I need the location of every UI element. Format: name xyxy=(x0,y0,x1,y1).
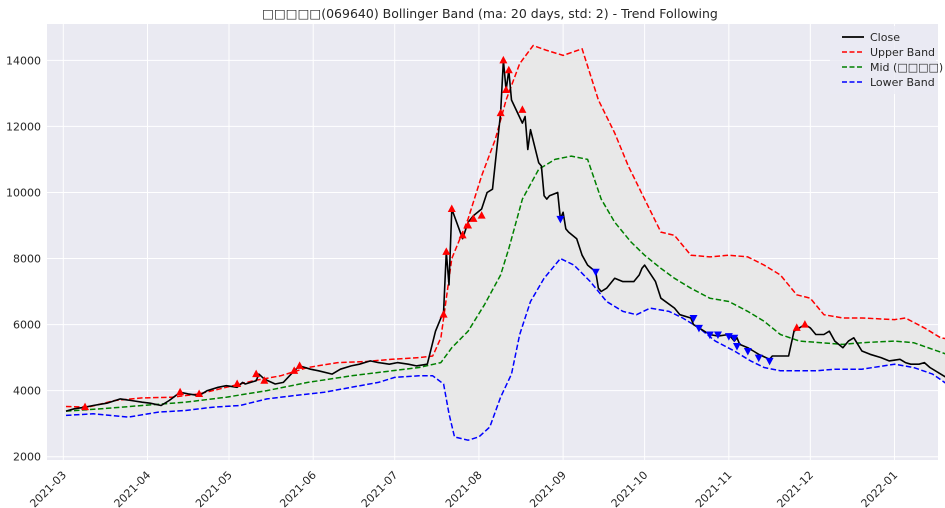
legend-label-lower: Lower Band xyxy=(870,76,935,89)
legend-label-upper: Upper Band xyxy=(870,46,935,59)
y-tick-label: 2000 xyxy=(13,451,41,464)
buy-signal-marker xyxy=(518,105,527,113)
buy-signal-marker xyxy=(447,204,456,212)
y-tick-label: 8000 xyxy=(13,253,41,266)
y-tick-label: 12000 xyxy=(6,120,41,133)
y-tick-label: 6000 xyxy=(13,319,41,332)
sell-signal-marker xyxy=(754,354,763,363)
buy-signal-marker xyxy=(176,387,185,396)
buy-signal-marker xyxy=(792,323,801,331)
legend-label-mid: Mid (□□□□) xyxy=(870,61,943,74)
series-line-lower xyxy=(65,257,945,441)
legend-items: Close Upper Band Mid (□□□□) Lower Band xyxy=(842,31,943,89)
sell-signal-marker xyxy=(689,314,698,323)
sell-signal-marker xyxy=(591,268,600,277)
buy-signal-marker xyxy=(290,366,299,374)
buy-signal-marker xyxy=(442,247,451,255)
buy-signal-marker xyxy=(252,369,261,378)
buy-signal-marker xyxy=(496,108,505,117)
bollinger-band-fill xyxy=(66,45,945,441)
sell-signal-marker xyxy=(713,331,722,339)
buy-signal-marker xyxy=(469,214,478,222)
sell-signal-marker xyxy=(732,343,741,351)
buy-signal-marker xyxy=(233,379,242,388)
series-line-close xyxy=(65,59,945,412)
buy-signal-marker xyxy=(504,65,513,74)
series-line-mid xyxy=(65,155,945,412)
buy-signal-marker xyxy=(800,320,809,328)
sell-signal-marker xyxy=(694,324,703,333)
buy-signal-marker xyxy=(499,55,508,64)
buy-signal-marker xyxy=(477,211,486,219)
band-layer xyxy=(66,45,945,441)
y-tick-label: 14000 xyxy=(6,54,41,67)
legend: Close Upper Band Mid (□□□□) Lower Band xyxy=(830,26,943,94)
y-tick-labels: 2000 4000 6000 8000 10000 12000 14000 xyxy=(6,54,41,463)
y-tick-label: 10000 xyxy=(6,186,41,199)
sell-signal-marker xyxy=(730,334,739,343)
buy-signal-marker xyxy=(195,389,204,397)
chart-title: □□□□□(069640) Bollinger Band (ma: 20 day… xyxy=(262,6,718,21)
sell-signal-marker xyxy=(765,357,774,366)
legend-label-close: Close xyxy=(870,31,900,44)
buy-signal-marker xyxy=(295,361,304,369)
sell-signal-marker xyxy=(556,215,565,224)
buy-signal-marker xyxy=(81,402,90,411)
buy-signal-marker xyxy=(439,310,448,318)
buy-signal-marker xyxy=(502,85,511,94)
series-layer xyxy=(65,44,945,441)
sell-signal-marker xyxy=(705,331,714,339)
marker-layer xyxy=(81,55,809,411)
series-line-upper xyxy=(65,44,945,408)
buy-signal-marker xyxy=(260,376,269,384)
buy-signal-marker xyxy=(458,230,467,239)
y-tick-label: 4000 xyxy=(13,385,41,398)
sell-signal-marker xyxy=(743,348,752,356)
buy-signal-marker xyxy=(464,220,473,229)
